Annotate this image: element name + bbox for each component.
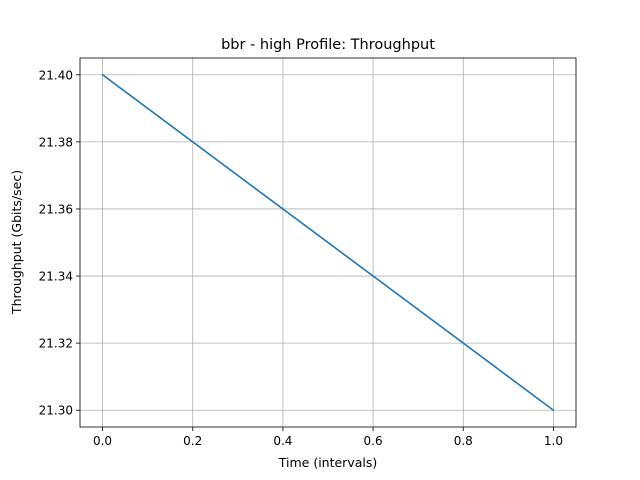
x-tick-label: 0.0 bbox=[93, 434, 112, 448]
y-axis-label: Throughput (Gbits/sec) bbox=[9, 170, 24, 315]
x-axis-ticks: 0.0 0.2 0.4 0.6 0.8 1.0 bbox=[93, 427, 563, 448]
y-tick-label: 21.34 bbox=[39, 270, 73, 284]
x-tick-label: 0.8 bbox=[454, 434, 473, 448]
y-axis-ticks: 21.30 21.32 21.34 21.36 21.38 21.40 bbox=[39, 68, 80, 418]
x-tick-label: 0.2 bbox=[183, 434, 202, 448]
y-tick-label: 21.40 bbox=[39, 68, 73, 82]
x-axis-label: Time (intervals) bbox=[278, 455, 378, 470]
y-tick-label: 21.32 bbox=[39, 337, 73, 351]
x-tick-label: 0.6 bbox=[364, 434, 383, 448]
y-tick-label: 21.30 bbox=[39, 404, 73, 418]
y-tick-label: 21.36 bbox=[39, 202, 73, 216]
series-layer bbox=[101, 73, 555, 412]
chart-title: bbr - high Profile: Throughput bbox=[221, 37, 435, 53]
grid bbox=[80, 58, 576, 427]
y-tick-label: 21.38 bbox=[39, 135, 73, 149]
plot-frame bbox=[79, 57, 577, 428]
series-line-0 bbox=[101, 73, 555, 412]
x-tick-label: 1.0 bbox=[544, 434, 563, 448]
x-tick-label: 0.4 bbox=[273, 434, 292, 448]
